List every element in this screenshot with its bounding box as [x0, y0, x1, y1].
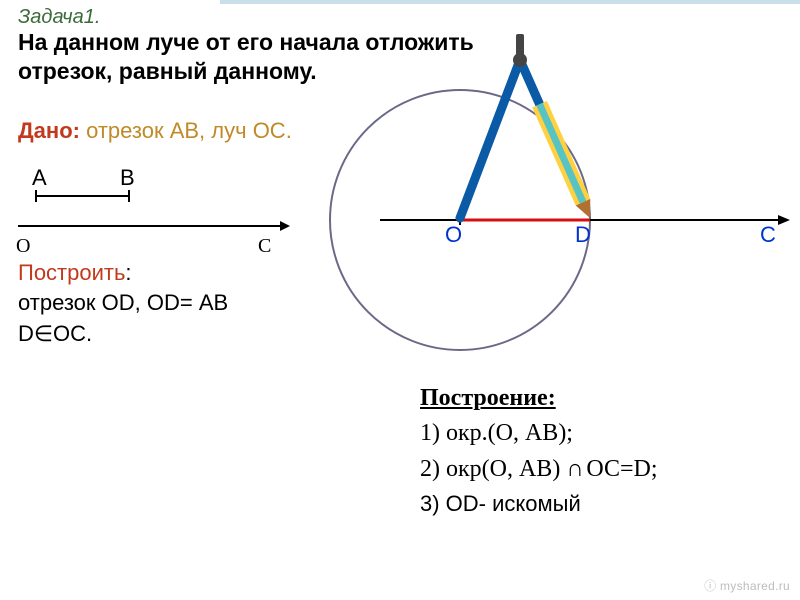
label-o-large: О — [445, 222, 462, 248]
given-text: отрезок АВ, луч ОС. — [80, 118, 292, 143]
step-1: 1) окр.(О, АВ); — [420, 415, 657, 451]
problem-title-text: На данном луче от его начала отложить от… — [18, 29, 474, 84]
build-line2: D∈ОС. — [18, 319, 228, 350]
construction-heading: Построение: — [420, 385, 556, 412]
step-3: 3) ОD- искомый — [420, 487, 657, 520]
step-2-post: ОС=D; — [580, 456, 657, 482]
task-number-text: Задача1. — [18, 6, 100, 28]
step-2: 2) окр(О, АВ) ∩ ОС=D; — [420, 451, 657, 487]
segment-ab-line — [35, 195, 130, 197]
step-2-pre: 2) окр(О, АВ) — [420, 456, 566, 482]
build-colon: : — [125, 260, 131, 285]
top-accent-bar — [220, 0, 800, 4]
build-block-label: Построить: — [18, 260, 132, 286]
ray-arrow-icon — [778, 215, 790, 225]
label-o-small: О — [16, 235, 30, 258]
label-b: В — [120, 165, 135, 191]
ray-oc-small — [18, 225, 288, 227]
construction-steps: 1) окр.(О, АВ); 2) окр(О, АВ) ∩ ОС=D; 3)… — [420, 415, 657, 520]
build-text: отрезок ОD, ОD= АВ D∈ОС. — [18, 288, 228, 350]
given-block: Дано: отрезок АВ, луч ОС. — [18, 118, 292, 144]
build-line1: отрезок ОD, ОD= АВ — [18, 288, 228, 319]
label-d-large: D — [575, 222, 591, 248]
problem-title: На данном луче от его начала отложить от… — [18, 28, 558, 86]
label-c-large: С — [760, 222, 776, 248]
label-a: А — [32, 165, 47, 191]
intersect-icon: ∩ — [566, 451, 580, 487]
watermark: ⓘ myshared.ru — [704, 577, 790, 594]
given-label: Дано: — [18, 118, 80, 143]
task-number: Задача1. — [18, 6, 100, 29]
build-label: Построить — [18, 260, 125, 285]
label-c-small: С — [258, 235, 271, 258]
construction-circle — [330, 90, 590, 350]
